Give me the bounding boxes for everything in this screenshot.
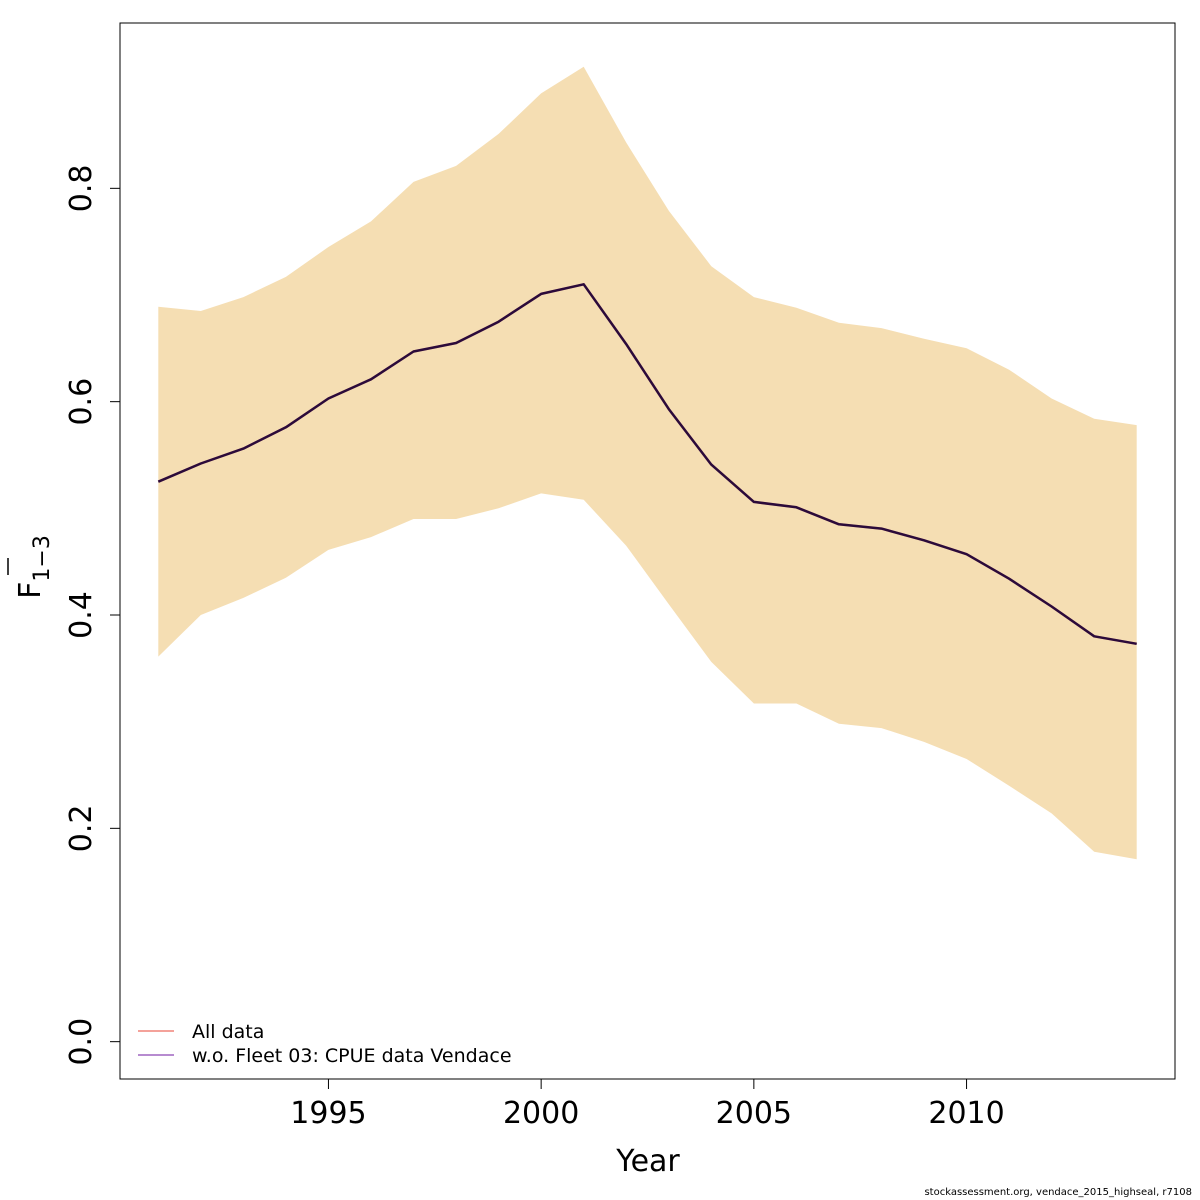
x-tick-label: 2005 bbox=[716, 1096, 792, 1131]
y-axis: 0.0 0.2 0.4 0.6 0.8 bbox=[64, 164, 121, 1066]
x-tick-label: 1995 bbox=[290, 1096, 366, 1131]
x-axis: 1995 2000 2005 2010 bbox=[290, 1078, 1005, 1131]
svg-text:F1−3: F1−3 bbox=[13, 535, 55, 599]
x-axis-title: Year bbox=[615, 1144, 680, 1179]
footer-credit: stockassessment.org, vendace_2015_highse… bbox=[924, 1187, 1192, 1198]
confidence-band-layer bbox=[158, 66, 1137, 860]
y-tick-label: 0.4 bbox=[64, 591, 99, 639]
legend-label: w.o. Fleet 03: CPUE data Vendace bbox=[192, 1045, 512, 1067]
x-tick-label: 2000 bbox=[503, 1096, 579, 1131]
series-layer bbox=[157, 283, 1137, 646]
y-axis-title-main: F bbox=[13, 582, 48, 599]
confidence-band bbox=[158, 66, 1137, 860]
y-tick-label: 0.6 bbox=[64, 378, 99, 426]
y-axis-title: F1−3 bbox=[7, 535, 55, 599]
y-axis-title-subscript: 1−3 bbox=[30, 535, 55, 581]
y-tick-label: 0.2 bbox=[64, 804, 99, 852]
y-tick-label: 0.0 bbox=[64, 1018, 99, 1066]
y-tick-label: 0.8 bbox=[64, 164, 99, 212]
series-line-2 bbox=[157, 283, 1137, 646]
legend-label: All data bbox=[192, 1021, 264, 1043]
x-tick-label: 2010 bbox=[928, 1096, 1004, 1131]
